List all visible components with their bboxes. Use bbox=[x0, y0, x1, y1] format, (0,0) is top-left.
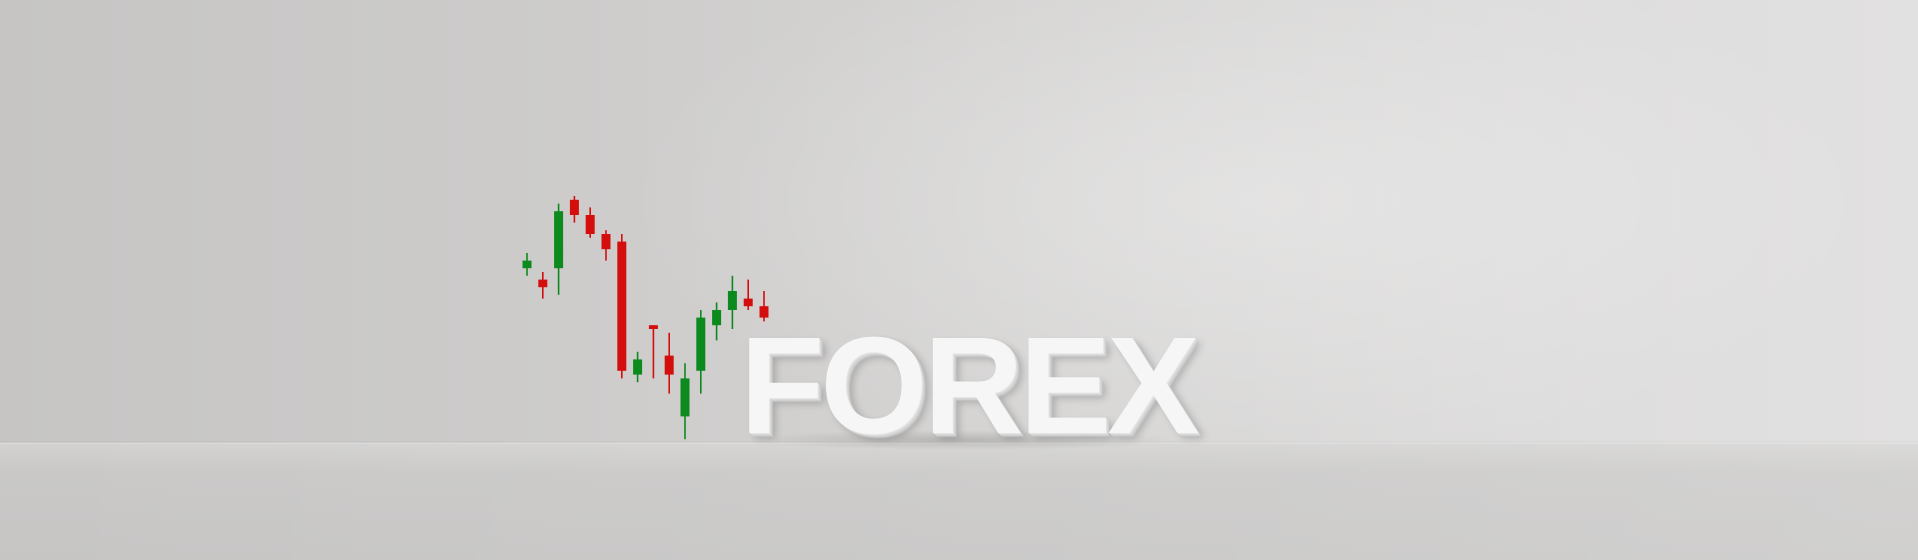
candle-bearish bbox=[648, 325, 658, 379]
candle-body bbox=[569, 199, 579, 215]
candle-bullish bbox=[727, 275, 737, 329]
candle-bearish bbox=[585, 207, 595, 238]
candle-bearish bbox=[617, 234, 627, 379]
candle-bearish bbox=[601, 230, 611, 261]
candle-bullish bbox=[680, 363, 690, 440]
candle-body bbox=[664, 355, 674, 375]
candle-bearish bbox=[743, 279, 753, 310]
candle-body bbox=[759, 306, 769, 318]
candle-bullish bbox=[696, 310, 706, 394]
candle-bullish bbox=[712, 302, 722, 341]
candle-body bbox=[554, 211, 564, 269]
candle-body bbox=[617, 241, 627, 371]
candle-body bbox=[680, 378, 690, 417]
candle-bearish bbox=[538, 272, 548, 299]
candle-body bbox=[743, 298, 753, 307]
candle-bearish bbox=[664, 332, 674, 394]
wall-floor-horizon bbox=[0, 441, 1918, 444]
headline-ground-shadow bbox=[740, 430, 1180, 450]
candle-body bbox=[585, 215, 595, 234]
backdrop-wall-highlight bbox=[0, 0, 1918, 443]
floor-light-falloff bbox=[0, 443, 1918, 560]
candle-body bbox=[601, 234, 611, 250]
forex-3d-headline: FOREX bbox=[740, 309, 1199, 463]
candle-body bbox=[538, 279, 548, 288]
candle-bearish bbox=[759, 291, 769, 322]
candle-body bbox=[633, 359, 643, 375]
backdrop-floor bbox=[0, 443, 1918, 560]
candle-body bbox=[712, 310, 722, 326]
candle-body bbox=[727, 291, 737, 310]
candle-bullish bbox=[633, 351, 643, 383]
candle-bullish bbox=[554, 203, 564, 295]
candle-bullish bbox=[522, 253, 532, 276]
candle-bearish bbox=[569, 196, 579, 223]
candle-body bbox=[648, 325, 658, 329]
candle-body bbox=[696, 317, 706, 371]
candle-body bbox=[522, 260, 532, 269]
